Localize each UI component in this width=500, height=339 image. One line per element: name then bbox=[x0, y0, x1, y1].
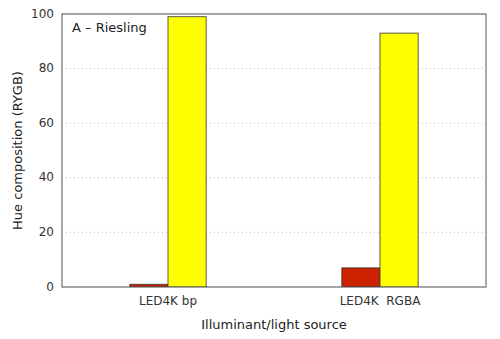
grid-line bbox=[62, 177, 486, 178]
x-axis-label: Illuminant/light source bbox=[201, 317, 347, 332]
y-tick-label: 80 bbox=[39, 61, 54, 75]
y-axis-label: Hue composition (RYGB) bbox=[10, 71, 25, 230]
annotation: A – Riesling bbox=[72, 20, 147, 35]
y-tick-label: 100 bbox=[31, 7, 54, 21]
grid bbox=[62, 14, 486, 287]
bar bbox=[168, 17, 206, 287]
y-tick-label: 60 bbox=[39, 116, 54, 130]
grid-line bbox=[62, 68, 486, 69]
chart: 0 20 40 60 80 100 LED4K bp LED4K RGBA A – Riesli… bbox=[0, 0, 500, 339]
bars bbox=[130, 17, 418, 287]
grid-line bbox=[62, 232, 486, 233]
x-tick-label: LED4K bp bbox=[139, 294, 197, 308]
bar bbox=[380, 33, 418, 287]
y-tick-label: 40 bbox=[39, 170, 54, 184]
bar bbox=[342, 268, 380, 287]
chart-container: 0 20 40 60 80 100 LED4K bp LED4K RGBA A – Riesli… bbox=[0, 0, 500, 339]
y-tick-label: 20 bbox=[39, 225, 54, 239]
x-tick-label: LED4K RGBA bbox=[340, 294, 422, 308]
grid-line bbox=[62, 123, 486, 124]
y-tick-label: 0 bbox=[46, 280, 54, 294]
plot-frame bbox=[62, 14, 486, 287]
